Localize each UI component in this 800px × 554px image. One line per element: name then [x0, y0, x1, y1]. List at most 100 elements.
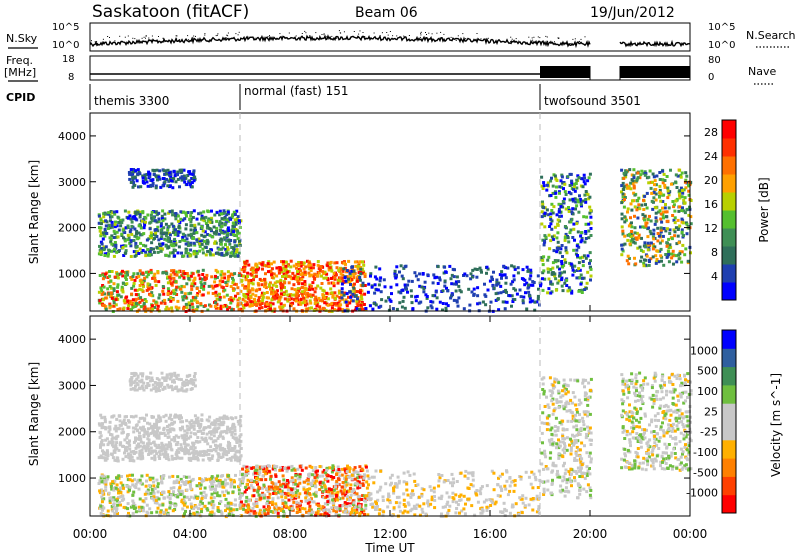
power-cell — [223, 288, 227, 292]
power-cell — [327, 281, 331, 285]
power-cell — [247, 296, 251, 300]
power-cell — [188, 172, 192, 176]
power-cell — [353, 260, 357, 264]
power-cell — [576, 198, 580, 202]
power-cell — [114, 243, 118, 247]
power-cell — [101, 277, 105, 281]
power-cell — [670, 256, 674, 260]
power-cell — [198, 242, 202, 246]
power-cell — [307, 260, 311, 264]
power-cell — [263, 282, 267, 286]
vel-cell — [204, 493, 208, 497]
vel-cell — [146, 421, 149, 425]
power-cell — [349, 283, 352, 286]
vel-cell — [309, 497, 313, 501]
power-cell — [244, 275, 248, 279]
power-cell — [492, 286, 496, 290]
power-cell — [625, 259, 629, 263]
power-cell — [561, 205, 565, 209]
vel-cell — [140, 448, 144, 452]
power-colorbar-tick: 24 — [704, 150, 718, 163]
power-cell — [186, 254, 190, 258]
power-cell — [132, 168, 136, 171]
power-cell — [138, 284, 142, 287]
power-cell — [102, 273, 106, 277]
vel-cell — [207, 419, 211, 423]
power-cell — [154, 210, 158, 214]
power-cell — [131, 215, 135, 219]
power-cell — [313, 276, 317, 280]
power-cell — [190, 302, 194, 306]
power-cell — [568, 198, 572, 202]
vel-cell — [164, 508, 168, 512]
power-cell — [222, 217, 226, 221]
power-cell — [132, 272, 136, 276]
vel-cell — [190, 419, 194, 423]
power-cell — [167, 245, 171, 249]
vel-cell — [239, 424, 243, 428]
power-cell — [270, 273, 273, 277]
power-cell — [558, 191, 561, 195]
vel-cell — [145, 430, 149, 434]
power-cell — [136, 272, 140, 276]
power-cell — [643, 241, 647, 245]
vel-cell — [182, 503, 186, 507]
vel-cell — [195, 484, 199, 488]
vel-cell — [140, 451, 144, 455]
power-cell — [578, 276, 581, 280]
power-cell — [107, 211, 111, 215]
power-cell — [362, 263, 366, 267]
power-cell — [662, 172, 666, 176]
vel-cell — [110, 433, 114, 437]
power-cell — [576, 174, 580, 178]
vel-cell — [141, 456, 145, 460]
vel-cell — [325, 490, 329, 494]
noise-search-point — [431, 33, 433, 35]
power-cell — [647, 246, 651, 250]
power-cell — [572, 222, 576, 226]
power-cell — [167, 171, 171, 174]
vel-cell — [185, 378, 188, 382]
vel-cell — [166, 428, 170, 432]
power-cell — [246, 275, 249, 278]
power-cell — [580, 288, 584, 292]
noise-search-point — [301, 33, 303, 34]
vel-cell — [158, 457, 162, 460]
power-cell — [579, 282, 583, 286]
power-cell — [438, 300, 442, 304]
power-cell — [189, 241, 193, 245]
power-cell — [283, 297, 287, 301]
vel-cell — [119, 503, 122, 507]
vel-cell — [346, 481, 350, 485]
vel-cell — [226, 504, 230, 508]
vel-cell — [210, 492, 214, 496]
power-cell — [218, 229, 222, 232]
vel-cell — [177, 377, 181, 381]
power-cell — [589, 278, 592, 282]
power-cell — [351, 271, 355, 275]
vel-cell — [150, 379, 154, 382]
power-cell — [542, 269, 546, 273]
vel-cell — [202, 453, 205, 457]
vel-cell — [227, 450, 230, 454]
power-cell — [284, 264, 288, 268]
power-cell — [400, 274, 404, 278]
power-cell — [173, 254, 177, 258]
power-cell — [123, 209, 127, 213]
power-cell — [629, 181, 633, 185]
power-cell — [100, 242, 104, 246]
power-cell — [575, 276, 579, 280]
power-cell — [156, 250, 160, 254]
vel-cell — [151, 383, 155, 387]
power-cell — [363, 284, 367, 287]
vel-cell — [137, 437, 141, 441]
power-cell — [137, 274, 141, 278]
power-cell — [102, 248, 106, 252]
vel-cell — [217, 481, 221, 485]
power-cell — [135, 235, 139, 239]
power-cell — [226, 247, 230, 251]
vel-cell — [221, 490, 225, 494]
power-cell — [175, 285, 179, 289]
vel-cell — [161, 443, 164, 447]
vel-cell — [117, 474, 121, 478]
